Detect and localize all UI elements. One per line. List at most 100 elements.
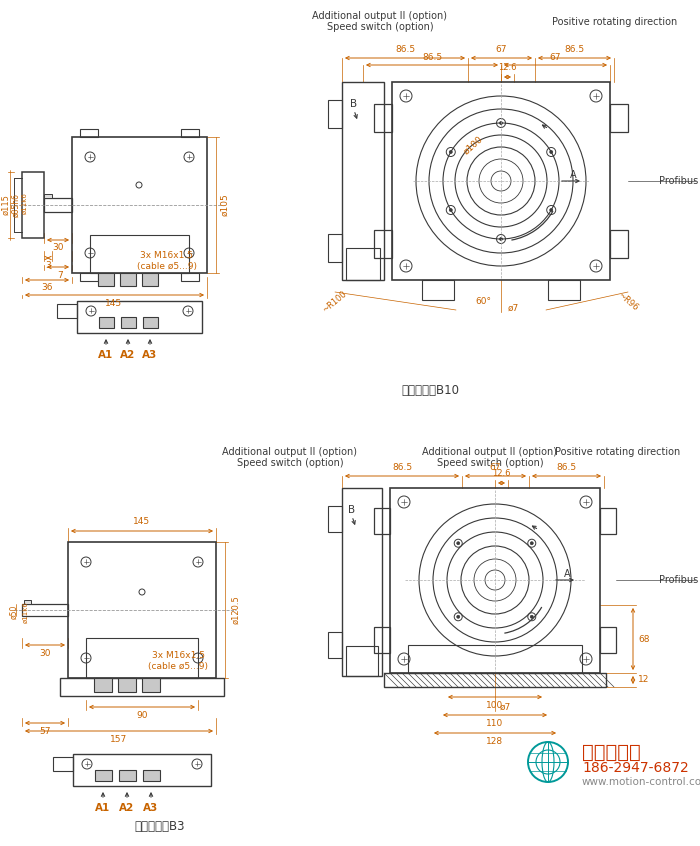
Bar bbox=[94, 678, 112, 692]
Bar bbox=[80, 273, 98, 281]
Text: 86.5: 86.5 bbox=[556, 464, 576, 473]
Bar bbox=[548, 280, 580, 300]
Text: 68: 68 bbox=[638, 634, 650, 644]
Text: ø50: ø50 bbox=[10, 605, 18, 619]
Text: A3: A3 bbox=[142, 350, 158, 360]
Text: www.motion-control.com.cn: www.motion-control.com.cn bbox=[582, 777, 700, 787]
Bar bbox=[328, 100, 342, 128]
Text: Profibus: Profibus bbox=[659, 176, 698, 186]
Bar bbox=[77, 301, 202, 333]
Bar bbox=[53, 757, 73, 771]
Bar bbox=[328, 506, 342, 532]
Bar bbox=[610, 230, 628, 258]
Text: 67: 67 bbox=[550, 52, 561, 62]
Bar bbox=[346, 646, 378, 676]
Circle shape bbox=[500, 122, 503, 124]
Text: A2: A2 bbox=[120, 350, 136, 360]
Text: ø115: ø115 bbox=[1, 195, 10, 216]
Bar bbox=[121, 317, 136, 328]
Bar bbox=[118, 678, 136, 692]
Bar bbox=[72, 137, 207, 273]
Bar bbox=[98, 273, 114, 286]
Text: 30: 30 bbox=[52, 244, 64, 252]
Text: Speed switch (option): Speed switch (option) bbox=[437, 458, 543, 468]
Bar bbox=[57, 304, 77, 318]
Text: Additional output II (option): Additional output II (option) bbox=[312, 11, 447, 21]
Text: Profibus: Profibus bbox=[659, 575, 698, 585]
Circle shape bbox=[456, 615, 460, 618]
Text: 3: 3 bbox=[45, 261, 51, 271]
Text: 3x M16x1.5: 3x M16x1.5 bbox=[141, 250, 193, 260]
Bar bbox=[181, 129, 199, 137]
Text: 带外壳支脚B3: 带外壳支脚B3 bbox=[134, 820, 186, 832]
Text: 157: 157 bbox=[111, 735, 127, 744]
Text: (cable ø5...9): (cable ø5...9) bbox=[148, 662, 208, 671]
Text: 100: 100 bbox=[486, 700, 503, 710]
Bar bbox=[24, 600, 31, 604]
Bar bbox=[143, 317, 158, 328]
Text: Positive rotating direction: Positive rotating direction bbox=[555, 447, 680, 457]
Circle shape bbox=[550, 208, 553, 212]
Text: 86.5: 86.5 bbox=[564, 46, 584, 54]
Bar bbox=[80, 129, 98, 137]
Text: Additional output II (option): Additional output II (option) bbox=[423, 447, 557, 457]
Bar bbox=[374, 508, 390, 534]
Text: Speed switch (option): Speed switch (option) bbox=[237, 458, 343, 468]
Bar bbox=[95, 770, 112, 781]
Bar bbox=[142, 273, 158, 286]
Bar bbox=[44, 194, 52, 198]
Bar bbox=[342, 488, 382, 676]
Text: Speed switch (option): Speed switch (option) bbox=[327, 22, 433, 32]
Text: B: B bbox=[350, 99, 357, 109]
Bar bbox=[22, 172, 44, 238]
Text: 36: 36 bbox=[41, 283, 52, 292]
Bar bbox=[392, 82, 610, 280]
Text: 30: 30 bbox=[39, 650, 50, 658]
Bar bbox=[374, 627, 390, 653]
Bar bbox=[119, 770, 136, 781]
Bar bbox=[68, 542, 216, 678]
Text: Positive rotating direction: Positive rotating direction bbox=[552, 17, 678, 27]
Bar bbox=[60, 678, 224, 696]
Text: 67: 67 bbox=[496, 46, 507, 54]
Bar bbox=[86, 638, 198, 678]
Bar bbox=[346, 248, 380, 280]
Text: 67: 67 bbox=[489, 464, 500, 473]
Text: 12.6: 12.6 bbox=[498, 63, 517, 73]
Text: 186-2947-6872: 186-2947-6872 bbox=[582, 761, 689, 775]
Bar bbox=[342, 82, 384, 280]
Text: 86.5: 86.5 bbox=[422, 52, 442, 62]
Text: A1: A1 bbox=[95, 803, 111, 813]
Circle shape bbox=[449, 151, 452, 153]
Circle shape bbox=[550, 151, 553, 153]
Text: 128: 128 bbox=[486, 737, 503, 745]
Bar bbox=[120, 273, 136, 286]
Bar bbox=[328, 234, 342, 262]
Text: 86.5: 86.5 bbox=[392, 464, 412, 473]
Text: 3x M16x1.5: 3x M16x1.5 bbox=[151, 651, 204, 660]
Text: ø105: ø105 bbox=[220, 194, 230, 217]
Text: ~R100: ~R100 bbox=[320, 289, 348, 315]
Circle shape bbox=[449, 208, 452, 212]
Text: B: B bbox=[348, 505, 355, 515]
Text: 西安德伍拓: 西安德伍拓 bbox=[582, 743, 640, 761]
Text: ø120.5: ø120.5 bbox=[232, 596, 241, 624]
Text: 7: 7 bbox=[57, 271, 63, 279]
Bar bbox=[408, 645, 582, 673]
Text: ø11k6: ø11k6 bbox=[23, 601, 29, 623]
Bar bbox=[328, 632, 342, 658]
Text: A: A bbox=[564, 569, 570, 579]
Text: ø85h6: ø85h6 bbox=[11, 193, 20, 217]
Text: A1: A1 bbox=[99, 350, 113, 360]
Bar bbox=[610, 104, 628, 132]
Text: ø100: ø100 bbox=[461, 134, 484, 156]
Text: 12.6: 12.6 bbox=[491, 470, 510, 479]
Bar bbox=[22, 604, 68, 616]
Bar bbox=[422, 280, 454, 300]
Circle shape bbox=[531, 615, 533, 618]
Bar bbox=[600, 627, 616, 653]
Bar bbox=[600, 508, 616, 534]
Bar bbox=[181, 273, 199, 281]
Text: 90: 90 bbox=[136, 711, 148, 721]
Circle shape bbox=[456, 541, 460, 545]
